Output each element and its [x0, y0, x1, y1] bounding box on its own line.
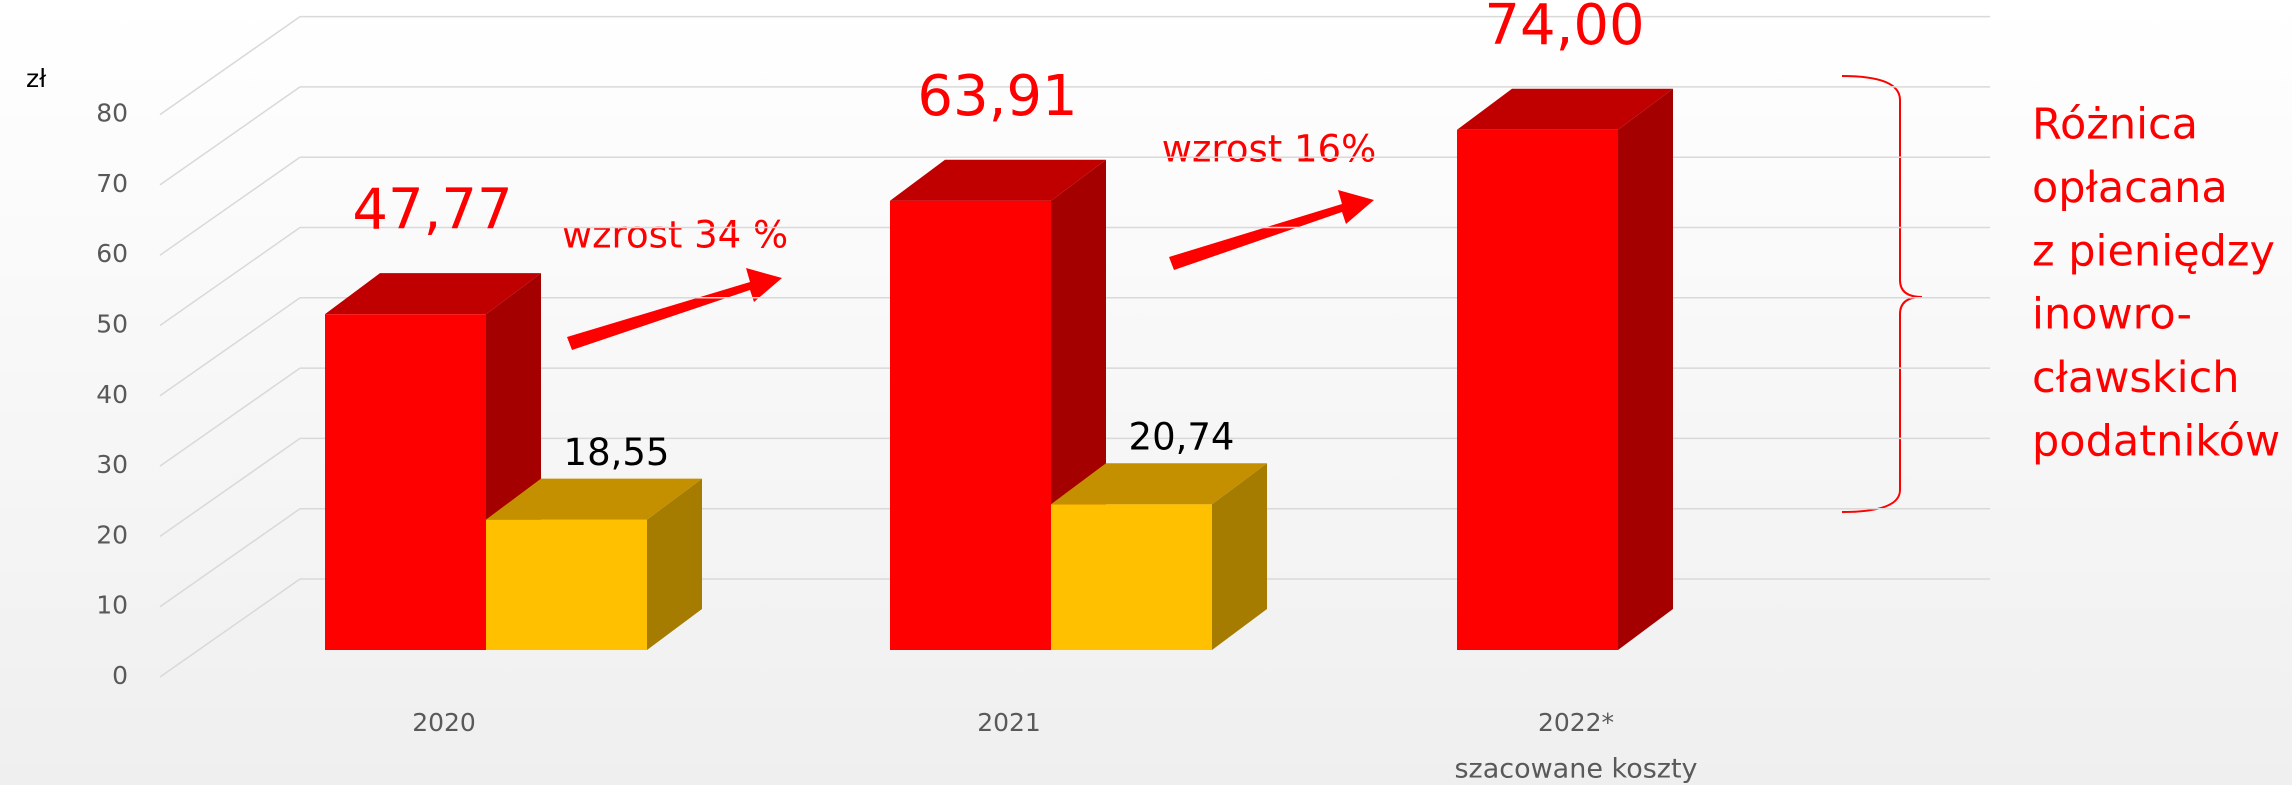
grid-diagonal	[159, 86, 301, 186]
bar	[486, 478, 702, 650]
y-tick-label: 30	[96, 450, 128, 479]
bar	[1457, 88, 1673, 650]
grid-diagonal	[159, 578, 301, 678]
grid-diagonal	[159, 297, 301, 397]
y-tick-label: 40	[96, 380, 128, 409]
category-note: szacowane koszty	[1454, 754, 1697, 785]
x-tick-label: 2020	[412, 708, 476, 737]
grid-diagonal	[159, 156, 301, 256]
bar-front	[1457, 129, 1618, 650]
bar	[325, 273, 541, 650]
bar-front	[890, 200, 1051, 650]
brace-text: cławskich	[2032, 353, 2240, 403]
bar	[1051, 463, 1267, 650]
annotation: wzrost 16%	[1162, 128, 1377, 171]
brace-text: Różnica	[2032, 100, 2198, 150]
bar-front	[1051, 504, 1212, 650]
bar-front	[486, 519, 647, 650]
y-tick-label: 20	[96, 520, 128, 549]
annotation: wzrost 34 %	[562, 214, 788, 257]
y-tick-label: 10	[96, 591, 128, 620]
brace-text: inowro-	[2032, 290, 2192, 340]
bar-side	[1618, 88, 1673, 650]
bar-top	[486, 478, 702, 520]
brace-text: opłacana	[2032, 163, 2228, 213]
y-tick-label: 0	[112, 661, 128, 690]
bar-top	[890, 159, 1106, 201]
bar-front	[325, 314, 486, 650]
arrows	[567, 190, 1374, 350]
bar-top	[325, 273, 541, 315]
value-label: 20,74	[1129, 416, 1235, 459]
grid-diagonal	[159, 226, 301, 327]
bar-side	[647, 478, 702, 650]
grid-diagonal	[159, 508, 301, 608]
value-label: 47,77	[352, 177, 512, 242]
grid-diagonal	[159, 367, 301, 467]
y-tick-label: 60	[96, 239, 128, 268]
arrow	[1169, 190, 1374, 270]
arrow	[567, 268, 782, 350]
bar-side	[1212, 463, 1267, 650]
value-label: 74,00	[1484, 0, 1644, 58]
y-tick-label: 50	[96, 310, 128, 339]
value-label: 18,55	[564, 431, 670, 474]
value-label: 63,91	[917, 64, 1077, 129]
brace-text: podatników	[2032, 417, 2280, 467]
y-unit: zł	[26, 64, 47, 93]
x-tick-label: 2022*	[1538, 708, 1614, 737]
brace-text: z pieniędzy	[2032, 226, 2275, 276]
brace	[1841, 75, 1923, 513]
bar-top	[1051, 463, 1267, 505]
y-tick-label: 80	[96, 99, 128, 128]
grid-diagonal	[159, 437, 301, 538]
bar-top	[1457, 88, 1673, 130]
grid-diagonal	[159, 15, 301, 116]
y-tick-label: 70	[96, 169, 128, 198]
x-tick-label: 2021	[977, 708, 1041, 737]
